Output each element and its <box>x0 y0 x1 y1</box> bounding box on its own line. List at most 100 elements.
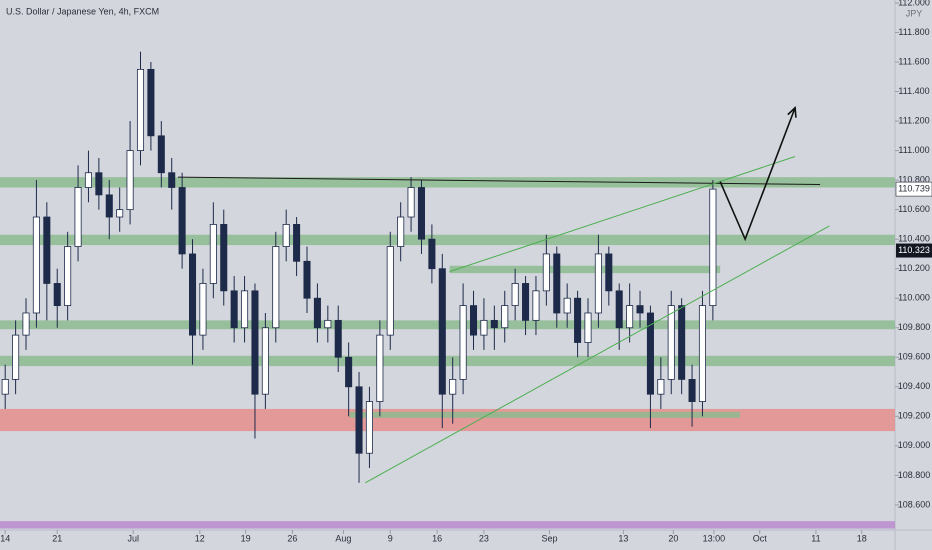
x-tick-label: Oct <box>753 533 768 543</box>
candle-body <box>84 172 92 188</box>
y-tick-label: 111.800 <box>898 27 929 37</box>
candle-body <box>657 379 665 395</box>
x-tick-label: 13:00 <box>703 533 726 543</box>
y-tick-label: 110.600 <box>898 204 930 214</box>
trend-line <box>719 107 796 242</box>
y-tick-label: 110.400 <box>898 234 930 244</box>
candle-body <box>459 305 467 380</box>
x-tick-label: 19 <box>241 533 251 543</box>
zone <box>449 265 721 274</box>
x-tick-label: 21 <box>52 533 62 543</box>
marker-price-box <box>896 243 932 258</box>
candle-body <box>32 216 40 314</box>
x-tick-label: 20 <box>668 533 678 543</box>
y-tick-label: 110.200 <box>898 263 930 273</box>
candle-body <box>490 319 498 329</box>
candle-body <box>334 319 342 358</box>
y-tick-label: 109.800 <box>898 322 931 332</box>
candle-body <box>365 401 373 454</box>
x-tick-label: 13 <box>618 533 628 543</box>
x-tick-label: 18 <box>857 533 867 543</box>
candle-body <box>12 334 20 380</box>
candle-body <box>667 305 675 380</box>
trend-line <box>365 225 830 484</box>
candle-body <box>584 312 592 343</box>
y-tick-label: 109.200 <box>898 411 931 421</box>
candle-body <box>199 283 207 336</box>
x-tick-label: 26 <box>287 533 297 543</box>
candle-body <box>417 187 426 240</box>
candle-body <box>147 68 155 137</box>
candle-body <box>449 379 457 395</box>
x-tick-label: Sep <box>541 533 557 543</box>
candle-body <box>189 253 197 336</box>
y-tick-label: 111.200 <box>898 115 929 125</box>
x-tick-label: 9 <box>388 533 393 543</box>
candle-body <box>313 297 321 329</box>
candle-body <box>64 246 72 306</box>
zone <box>349 411 740 418</box>
candle-body <box>157 135 165 174</box>
candle-body <box>126 150 134 211</box>
candle-body <box>615 290 623 329</box>
x-tick-label: Aug <box>335 533 351 543</box>
x-tick-label: 23 <box>479 533 489 543</box>
candle-body <box>282 224 290 247</box>
candle-body <box>241 290 249 329</box>
y-tick-label: 111.400 <box>898 86 929 96</box>
y-tick-label: 109.400 <box>898 381 931 391</box>
plot <box>0 51 895 529</box>
x-tick-label: Jul <box>127 533 139 543</box>
zone <box>0 320 895 330</box>
candle-body <box>407 187 415 218</box>
candle-body <box>626 305 634 329</box>
candle-body <box>251 290 259 395</box>
candle-body <box>594 253 602 314</box>
candle-body <box>428 238 436 270</box>
candle-body <box>574 297 582 343</box>
y-tick-label: 111.000 <box>898 145 929 155</box>
currency-label: JPY <box>906 8 923 18</box>
candle-body <box>376 334 384 402</box>
y-tick-label: 108.600 <box>898 499 931 509</box>
zone <box>0 177 895 188</box>
candle-body <box>688 379 696 402</box>
candle-body <box>636 305 644 314</box>
x-tick-label: 12 <box>195 533 205 543</box>
candle-body <box>209 224 217 284</box>
candle-body <box>43 216 51 284</box>
x-tick-label: 14 <box>0 533 10 543</box>
candle-body <box>709 188 717 306</box>
candle-body <box>230 290 238 329</box>
candle-body <box>438 268 446 395</box>
candle-body <box>95 172 103 196</box>
candle-body <box>501 305 509 329</box>
candle-body <box>511 283 519 306</box>
y-tick-label: 110.000 <box>898 293 930 303</box>
zone <box>0 355 895 367</box>
candle-body <box>272 246 280 329</box>
candle-body <box>1 379 9 395</box>
candle-body <box>345 356 353 388</box>
candle-body <box>303 260 311 299</box>
y-tick-label: 109.600 <box>898 352 931 362</box>
y-tick-label: 110.800 <box>898 174 930 184</box>
candle-body <box>553 253 561 314</box>
zone <box>0 234 895 246</box>
candle-body <box>22 312 30 336</box>
candle-body <box>563 297 571 314</box>
zone <box>0 521 895 529</box>
y-tick-label: 109.000 <box>898 440 931 450</box>
candle-body <box>469 305 478 336</box>
candle-body <box>105 194 113 218</box>
candle-body <box>605 253 613 292</box>
candle-body <box>522 283 530 321</box>
last-price-label: 110.739 <box>898 183 930 193</box>
candle-body <box>397 216 405 247</box>
candle-body <box>480 319 488 336</box>
trend-line <box>449 156 796 273</box>
arrow-head <box>787 106 797 118</box>
candle-body <box>678 305 686 380</box>
chart-title: U.S. Dollar / Japanese Yen, 4h, FXCM <box>6 6 159 16</box>
